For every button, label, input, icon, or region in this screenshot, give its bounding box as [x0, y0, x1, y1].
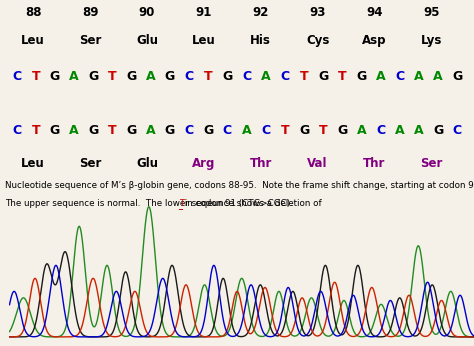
Text: C: C — [280, 70, 290, 83]
Text: 89: 89 — [82, 6, 98, 19]
Text: Thr: Thr — [249, 156, 272, 170]
Text: G: G — [127, 125, 137, 137]
Text: G: G — [165, 125, 175, 137]
Text: G: G — [433, 125, 443, 137]
Text: A: A — [433, 70, 443, 83]
Text: T: T — [204, 70, 212, 83]
Text: A: A — [395, 125, 405, 137]
Text: Cys: Cys — [306, 34, 329, 47]
Text: Asp: Asp — [362, 34, 387, 47]
Text: T: T — [31, 70, 40, 83]
Text: Arg: Arg — [192, 156, 216, 170]
Text: Ser: Ser — [79, 34, 101, 47]
Text: G: G — [50, 125, 60, 137]
Text: Val: Val — [307, 156, 328, 170]
Text: A: A — [376, 70, 385, 83]
Text: A: A — [357, 125, 366, 137]
Text: G: G — [127, 70, 137, 83]
Text: Leu: Leu — [21, 156, 45, 170]
Text: C: C — [242, 70, 251, 83]
Text: A: A — [414, 70, 424, 83]
Text: The upper sequence is normal.  The lower seqeunce shows a deletion of: The upper sequence is normal. The lower … — [5, 199, 324, 208]
Text: A: A — [261, 70, 271, 83]
Text: Glu: Glu — [136, 34, 158, 47]
Text: G: G — [452, 70, 463, 83]
Text: A: A — [69, 125, 79, 137]
Text: Nucleotide sequence of M’s β-globin gene, codons 88-95.  Note the frame shift ch: Nucleotide sequence of M’s β-globin gene… — [5, 181, 474, 190]
Text: T: T — [319, 125, 328, 137]
Text: C: C — [376, 125, 385, 137]
Text: G: G — [299, 125, 309, 137]
Text: G: G — [222, 70, 233, 83]
Text: C: C — [261, 125, 270, 137]
Text: A: A — [414, 125, 424, 137]
Text: T: T — [108, 125, 117, 137]
Text: C: C — [223, 125, 232, 137]
Text: G: G — [203, 125, 213, 137]
Text: 92: 92 — [253, 6, 269, 19]
Text: G: G — [88, 70, 99, 83]
Text: G: G — [165, 70, 175, 83]
Text: A: A — [69, 70, 79, 83]
Text: T: T — [179, 199, 184, 208]
Text: C: C — [453, 125, 462, 137]
Text: T: T — [338, 70, 346, 83]
Text: 95: 95 — [423, 6, 439, 19]
Text: 94: 94 — [366, 6, 383, 19]
Text: C: C — [184, 125, 194, 137]
Text: C: C — [12, 125, 21, 137]
Text: 93: 93 — [310, 6, 326, 19]
Text: Thr: Thr — [363, 156, 386, 170]
Text: C: C — [184, 70, 194, 83]
Text: A: A — [146, 125, 155, 137]
Text: G: G — [318, 70, 328, 83]
Text: T: T — [108, 70, 117, 83]
Text: Leu: Leu — [21, 34, 45, 47]
Text: C: C — [395, 70, 404, 83]
Text: Ser: Ser — [420, 156, 443, 170]
Text: Lys: Lys — [420, 34, 442, 47]
Text: A: A — [146, 70, 155, 83]
Text: 91: 91 — [196, 6, 212, 19]
Text: in codon 91 (CTG>CGC).: in codon 91 (CTG>CGC). — [182, 199, 292, 208]
Text: A: A — [242, 125, 251, 137]
Text: 88: 88 — [25, 6, 41, 19]
Text: Leu: Leu — [192, 34, 216, 47]
Text: T: T — [281, 125, 289, 137]
Text: T: T — [31, 125, 40, 137]
Text: G: G — [337, 125, 347, 137]
Text: T: T — [300, 70, 309, 83]
Text: Ser: Ser — [79, 156, 101, 170]
Text: 90: 90 — [139, 6, 155, 19]
Text: G: G — [50, 70, 60, 83]
Text: G: G — [356, 70, 367, 83]
Text: G: G — [88, 125, 99, 137]
Text: Glu: Glu — [136, 156, 158, 170]
Text: His: His — [250, 34, 271, 47]
Text: C: C — [12, 70, 21, 83]
